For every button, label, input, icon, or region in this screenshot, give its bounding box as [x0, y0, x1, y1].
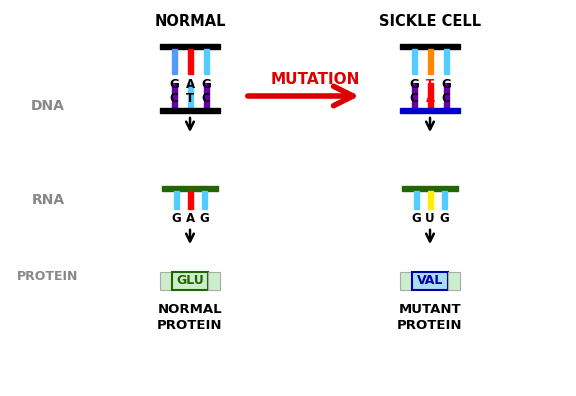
Bar [160, 108, 220, 113]
Text: T: T [186, 91, 194, 105]
Bar [444, 83, 449, 108]
Bar [188, 83, 193, 108]
Bar [188, 49, 193, 74]
Bar [412, 272, 448, 290]
Bar [160, 44, 220, 49]
Text: A: A [185, 213, 195, 225]
Text: C: C [202, 91, 210, 105]
Text: PROTEIN: PROTEIN [17, 270, 79, 282]
Text: GLU: GLU [176, 274, 204, 287]
Bar [172, 272, 208, 290]
Text: NORMAL: NORMAL [154, 13, 226, 29]
Text: C: C [410, 91, 418, 105]
Bar [448, 272, 460, 290]
Text: VAL: VAL [417, 274, 443, 287]
Bar [172, 83, 177, 108]
Bar [402, 186, 458, 191]
Bar [174, 191, 179, 209]
Text: A: A [426, 91, 434, 105]
Text: G: G [199, 213, 209, 225]
Text: G: G [439, 213, 449, 225]
Bar [414, 191, 419, 209]
Text: G: G [169, 78, 179, 91]
Bar [208, 272, 220, 290]
Bar [162, 186, 218, 191]
Bar [428, 191, 433, 209]
Text: G: G [201, 78, 211, 91]
Bar [442, 191, 447, 209]
Bar [400, 108, 460, 113]
Bar [428, 49, 433, 74]
Bar [204, 49, 209, 74]
Bar [428, 83, 433, 108]
Text: RNA: RNA [32, 193, 65, 207]
Bar [172, 49, 177, 74]
Text: NORMAL
PROTEIN: NORMAL PROTEIN [157, 303, 223, 332]
Text: C: C [169, 91, 179, 105]
Bar [400, 272, 412, 290]
Bar [400, 44, 460, 49]
Text: T: T [426, 78, 434, 91]
Bar [202, 191, 207, 209]
Text: MUTANT
PROTEIN: MUTANT PROTEIN [397, 303, 463, 332]
Text: G: G [409, 78, 419, 91]
Text: U: U [425, 213, 435, 225]
Bar [444, 49, 449, 74]
Text: DNA: DNA [31, 99, 65, 113]
Bar [204, 83, 209, 108]
Bar [160, 272, 172, 290]
Text: A: A [185, 78, 195, 91]
Bar [412, 83, 417, 108]
Bar [412, 49, 417, 74]
Text: G: G [441, 78, 451, 91]
Text: SICKLE CELL: SICKLE CELL [379, 13, 481, 29]
Text: G: G [171, 213, 181, 225]
Text: C: C [442, 91, 450, 105]
Bar [188, 191, 193, 209]
Text: G: G [411, 213, 421, 225]
Text: MUTATION: MUTATION [270, 72, 359, 86]
